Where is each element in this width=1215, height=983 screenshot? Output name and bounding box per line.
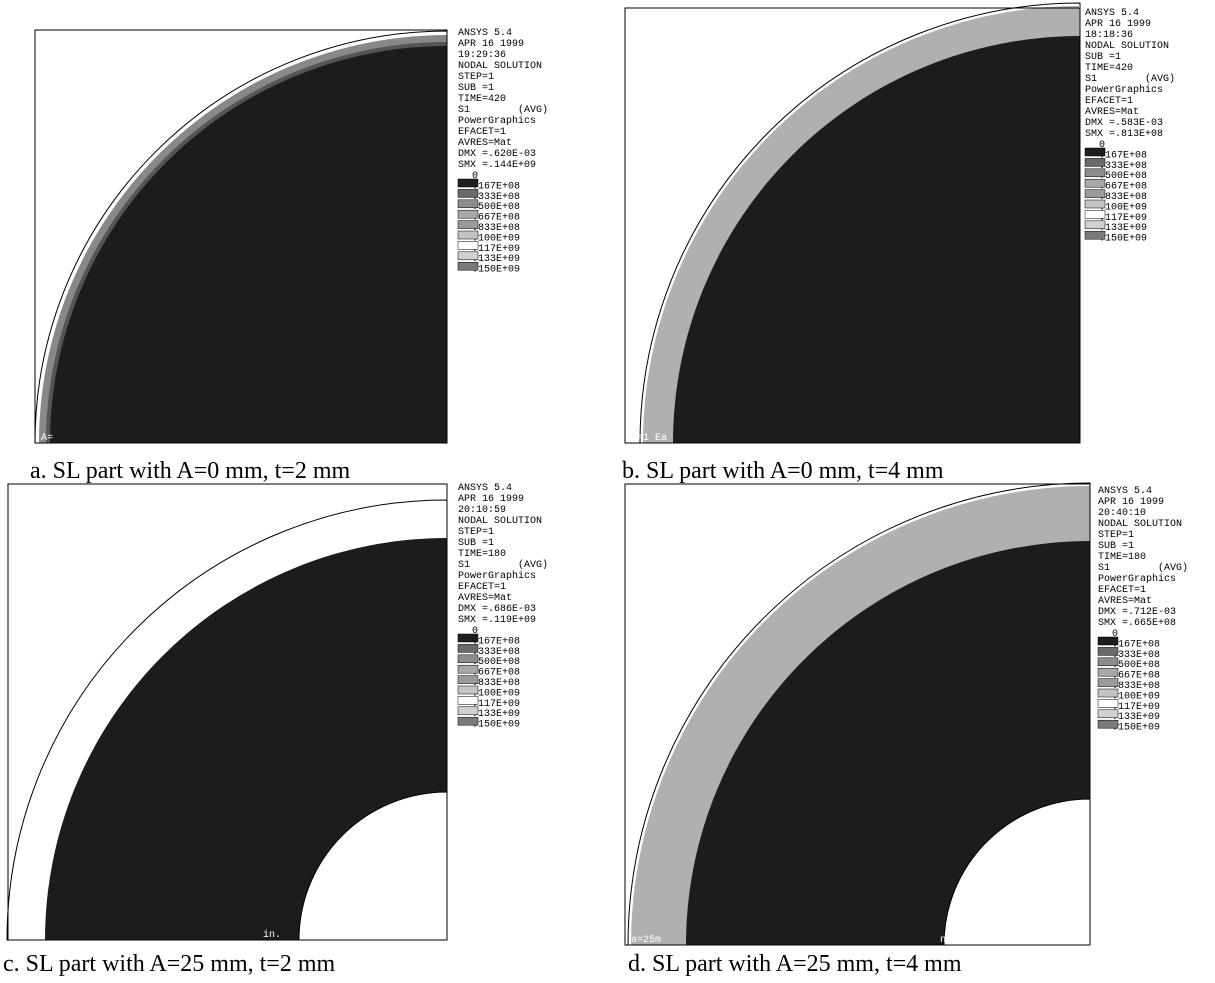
info-line: NODAL SOLUTION bbox=[1085, 41, 1169, 52]
info-line: SUB =1 bbox=[1098, 541, 1134, 552]
legend-label: .133E+09 bbox=[1099, 223, 1147, 234]
info-line: ANSYS 5.4 bbox=[458, 483, 512, 494]
legend-label: .667E+08 bbox=[472, 213, 520, 224]
info-line: ANSYS 5.4 bbox=[1085, 8, 1139, 19]
legend-label: .333E+08 bbox=[1099, 161, 1147, 172]
legend-label: .333E+08 bbox=[472, 647, 520, 658]
info-line: PowerGraphics bbox=[458, 115, 536, 127]
info-line: AVRES=Mat bbox=[1098, 596, 1152, 607]
legend-label: .133E+09 bbox=[472, 254, 520, 265]
legend-label: .117E+09 bbox=[1099, 213, 1147, 224]
info-line: APR 16 1999 bbox=[458, 39, 524, 50]
info-line: TIME=180 bbox=[1098, 552, 1146, 563]
info-line: 20:40:10 bbox=[1098, 508, 1146, 519]
legend-label: .150E+09 bbox=[472, 265, 520, 276]
info-line: EFACET=1 bbox=[1085, 96, 1133, 107]
legend-label: .500E+08 bbox=[472, 202, 520, 213]
corner-label: a=25 bbox=[14, 930, 38, 941]
legend-label: .167E+08 bbox=[1112, 639, 1160, 650]
legend-label: .150E+09 bbox=[1112, 723, 1160, 734]
caption: d. SL part with A=25 mm, t=4 mm bbox=[628, 951, 962, 977]
legend-label: .667E+08 bbox=[472, 668, 520, 679]
caption: a. SL part with A=0 mm, t=2 mm bbox=[30, 458, 351, 484]
info-line: SUB =1 bbox=[1085, 52, 1121, 63]
legend-label: .133E+09 bbox=[472, 709, 520, 720]
info-line: DMX =.583E-03 bbox=[1085, 118, 1163, 129]
info-line: TIME=420 bbox=[458, 94, 506, 105]
info-line: STEP=1 bbox=[458, 72, 494, 83]
info-line: APR 16 1999 bbox=[1098, 497, 1164, 508]
info-line: STEP=1 bbox=[458, 527, 494, 538]
info-line: PowerGraphics bbox=[458, 570, 536, 582]
info-line: DMX =.620E-03 bbox=[458, 149, 536, 160]
info-line: 19:29:36 bbox=[458, 50, 506, 61]
info-line: NODAL SOLUTION bbox=[1098, 519, 1182, 530]
info-line: S1 (AVG) bbox=[458, 104, 548, 116]
legend-label: .833E+08 bbox=[472, 678, 520, 689]
legend-label: .833E+08 bbox=[1112, 681, 1160, 692]
info-line: TIME=420 bbox=[1085, 63, 1133, 74]
legend-label: .167E+08 bbox=[472, 636, 520, 647]
info-line: S1 (AVG) bbox=[1098, 562, 1188, 574]
caption: c. SL part with A=25 mm, t=2 mm bbox=[3, 951, 336, 977]
legend-label: .333E+08 bbox=[1112, 650, 1160, 661]
legend-label: .333E+08 bbox=[472, 192, 520, 203]
legend-label: .667E+08 bbox=[1099, 182, 1147, 193]
info-line: EFACET=1 bbox=[458, 582, 506, 593]
info-line: APR 16 1999 bbox=[1085, 19, 1151, 30]
legend-label: .117E+09 bbox=[472, 699, 520, 710]
legend-label: .167E+08 bbox=[472, 181, 520, 192]
info-line: DMX =.686E-03 bbox=[458, 604, 536, 615]
info-line: SMX =.665E+08 bbox=[1098, 618, 1176, 629]
corner-label: A= bbox=[41, 433, 53, 444]
info-line: AVRES=Mat bbox=[1085, 107, 1139, 118]
corner-label: in. bbox=[263, 929, 281, 941]
corner-label: n. bbox=[940, 935, 952, 946]
info-line: ANSYS 5.4 bbox=[458, 28, 512, 39]
info-line: PowerGraphics bbox=[1098, 573, 1176, 585]
info-line: NODAL SOLUTION bbox=[458, 61, 542, 72]
legend-label: .100E+09 bbox=[472, 688, 520, 699]
caption: b. SL part with A=0 mm, t=4 mm bbox=[622, 458, 944, 484]
info-line: PowerGraphics bbox=[1085, 84, 1163, 96]
info-line: EFACET=1 bbox=[1098, 585, 1146, 596]
info-line: ANSYS 5.4 bbox=[1098, 486, 1152, 497]
legend-label: .833E+08 bbox=[472, 223, 520, 234]
legend-label: .150E+09 bbox=[472, 720, 520, 731]
info-line: NODAL SOLUTION bbox=[458, 516, 542, 527]
info-line: SMX =.119E+09 bbox=[458, 615, 536, 626]
corner-label: a=1 Ea bbox=[631, 433, 667, 444]
info-line: DMX =.712E-03 bbox=[1098, 607, 1176, 618]
legend-label: .500E+08 bbox=[472, 657, 520, 668]
info-line: S1 (AVG) bbox=[458, 559, 548, 571]
info-line: SUB =1 bbox=[458, 538, 494, 549]
corner-label: a=25m bbox=[631, 935, 661, 946]
info-line: STEP=1 bbox=[1098, 530, 1134, 541]
info-line: SMX =.813E+08 bbox=[1085, 129, 1163, 140]
legend-label: .500E+08 bbox=[1112, 660, 1160, 671]
info-line: AVRES=Mat bbox=[458, 593, 512, 604]
legend-label: .100E+09 bbox=[1112, 691, 1160, 702]
legend-label: .500E+08 bbox=[1099, 171, 1147, 182]
legend-label: .667E+08 bbox=[1112, 671, 1160, 682]
info-line: EFACET=1 bbox=[458, 127, 506, 138]
info-line: APR 16 1999 bbox=[458, 494, 524, 505]
legend-label: .133E+09 bbox=[1112, 712, 1160, 723]
legend-label: .150E+09 bbox=[1099, 234, 1147, 245]
info-line: AVRES=Mat bbox=[458, 138, 512, 149]
legend-label: .117E+09 bbox=[472, 244, 520, 255]
legend-label: .117E+09 bbox=[1112, 702, 1160, 713]
info-line: 18:18:36 bbox=[1085, 30, 1133, 41]
legend-label: .100E+09 bbox=[1099, 202, 1147, 213]
info-line: SMX =.144E+09 bbox=[458, 160, 536, 171]
page: A=ANSYS 5.4APR 16 199919:29:36NODAL SOLU… bbox=[0, 0, 1215, 983]
legend-label: .100E+09 bbox=[472, 233, 520, 244]
info-line: TIME=180 bbox=[458, 549, 506, 560]
info-line: S1 (AVG) bbox=[1085, 73, 1175, 85]
legend-label: .167E+08 bbox=[1099, 150, 1147, 161]
info-line: SUB =1 bbox=[458, 83, 494, 94]
figure: A=ANSYS 5.4APR 16 199919:29:36NODAL SOLU… bbox=[0, 0, 1215, 983]
legend-label: .833E+08 bbox=[1099, 192, 1147, 203]
info-line: 20:10:59 bbox=[458, 505, 506, 516]
